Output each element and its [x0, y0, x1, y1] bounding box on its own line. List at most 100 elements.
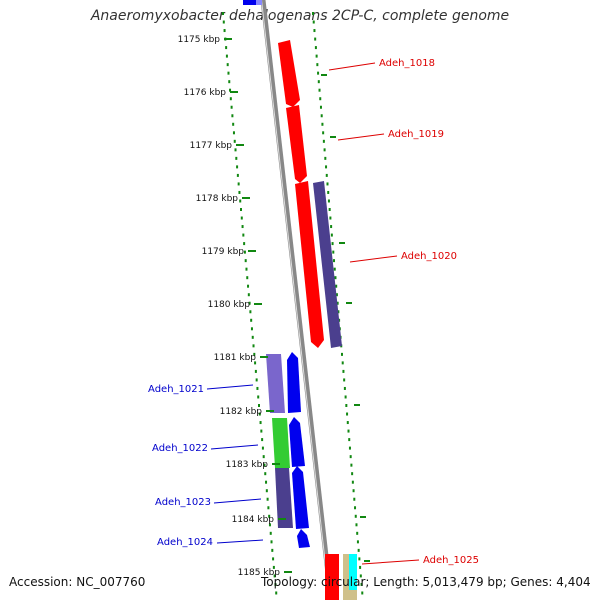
- gc-dot: [353, 497, 356, 501]
- gene-arrow-adeh-1022[interactable]: [289, 417, 305, 467]
- gc-dot: [355, 523, 358, 527]
- gc-dot: [356, 531, 359, 535]
- cog-block-adeh-1020[interactable]: [313, 181, 342, 348]
- gene-arrow-adeh-1020[interactable]: [295, 181, 324, 348]
- gc-dot: [240, 208, 242, 211]
- gene-leader-line: [216, 539, 264, 544]
- gc-dot: [235, 156, 238, 160]
- gc-dot: [321, 122, 324, 126]
- gc-dot: [263, 463, 266, 467]
- gc-dot: [344, 395, 347, 399]
- gc-dot: [275, 591, 278, 595]
- gc-dot: [253, 352, 256, 356]
- gc-dot: [330, 225, 333, 229]
- gene-arrow-adeh-1018[interactable]: [278, 40, 300, 107]
- gene-label-adeh-1022[interactable]: Adeh_1022: [152, 443, 208, 454]
- gc-dot: [261, 438, 264, 442]
- gc-dot: [236, 173, 239, 177]
- gc-dot: [273, 574, 276, 578]
- gc-dot: [248, 301, 251, 305]
- gene-label-adeh-1018[interactable]: Adeh_1018: [379, 58, 435, 69]
- cog-block-adeh-1022[interactable]: [272, 418, 290, 468]
- gc-dot: [252, 344, 255, 348]
- gc-dot: [325, 173, 328, 177]
- gc-dot: [325, 165, 328, 169]
- gc-dot: [330, 233, 333, 237]
- gene-leader-line: [349, 255, 398, 263]
- gc-dot: [357, 548, 360, 552]
- gc-dot: [354, 514, 357, 518]
- cog-block-adeh-1021[interactable]: [266, 354, 285, 413]
- gc-dot: [247, 293, 250, 297]
- gc-dot: [317, 80, 320, 84]
- gc-dot: [332, 250, 335, 254]
- gene-arrow-adeh-1023[interactable]: [292, 466, 309, 529]
- gc-peak: [339, 242, 345, 244]
- gene-label-adeh-1021[interactable]: Adeh_1021: [148, 384, 204, 395]
- gc-dot: [336, 301, 339, 305]
- gc-dot: [358, 557, 361, 561]
- cog-block-adeh-1023[interactable]: [275, 468, 293, 528]
- gene-leader-line: [210, 444, 259, 450]
- gene-label-adeh-1023[interactable]: Adeh_1023: [155, 497, 211, 508]
- gc-dot: [250, 327, 253, 331]
- gc-dot: [222, 20, 225, 24]
- cog-block-tan-2[interactable]: [343, 590, 357, 600]
- gc-dot: [348, 438, 351, 442]
- gc-dot: [335, 284, 338, 288]
- gc-dot: [328, 208, 331, 211]
- kbp-tick-label: 1181 kbp: [214, 353, 257, 363]
- gc-dot: [324, 156, 327, 160]
- kbp-scale: 1175 kbp 1176 kbp 1177 kbp 1178 kbp 1179 kbp…: [178, 35, 292, 578]
- feature-top-fragment-2[interactable]: [256, 0, 262, 5]
- gc-peak: [360, 516, 366, 518]
- gc-dot: [262, 455, 265, 459]
- gc-dot: [270, 540, 273, 544]
- gc-dot: [347, 429, 350, 433]
- gene-label-adeh-1019[interactable]: Adeh_1019: [388, 129, 444, 140]
- genome-summary: Topology: circular; Length: 5,013,479 bp…: [261, 575, 591, 589]
- gc-dot: [243, 242, 246, 246]
- gene-arrow-adeh-1019[interactable]: [286, 105, 307, 183]
- gene-block-adeh-1025[interactable]: [325, 554, 339, 600]
- gc-dot: [351, 472, 354, 476]
- kbp-tick-label: 1184 kbp: [232, 515, 275, 525]
- kbp-tick-label: 1178 kbp: [196, 194, 239, 204]
- gc-dot: [315, 54, 318, 58]
- feature-top-fragment[interactable]: [243, 0, 257, 5]
- gc-dot: [320, 114, 323, 118]
- cog-block-cyan[interactable]: [349, 554, 357, 600]
- gc-dot: [230, 105, 233, 109]
- gc-dot: [233, 139, 236, 143]
- gc-dot: [361, 591, 364, 595]
- gc-dot: [312, 12, 314, 15]
- gene-arrow-adeh-1024[interactable]: [297, 529, 310, 548]
- gc-dot: [261, 446, 264, 450]
- gc-dot: [266, 497, 269, 501]
- gc-dot: [319, 97, 322, 101]
- gene-label-adeh-1025[interactable]: Adeh_1025: [423, 555, 479, 566]
- gene-label-adeh-1020[interactable]: Adeh_1020: [401, 251, 457, 262]
- gc-dot: [359, 565, 362, 569]
- gc-dot: [351, 480, 354, 484]
- kbp-tick-label: 1185 kbp: [238, 568, 281, 578]
- gc-dot: [346, 421, 349, 425]
- gene-leader-line: [206, 384, 254, 390]
- gene-label-adeh-1024[interactable]: Adeh_1024: [157, 537, 213, 548]
- gc-peak: [364, 560, 370, 562]
- gc-dot: [242, 233, 245, 237]
- gc-dot: [322, 139, 325, 143]
- cog-block-tan[interactable]: [343, 554, 349, 600]
- map-title: Anaeromyxobacter dehalogenans 2CP-C, com…: [90, 8, 510, 24]
- gc-dot: [258, 412, 261, 416]
- genome-backbone: [260, 0, 334, 600]
- gc-dot: [331, 242, 334, 246]
- gc-dot: [319, 105, 322, 109]
- gc-dot: [345, 404, 348, 407]
- gc-dot: [333, 259, 336, 263]
- gene-arrow-adeh-1021[interactable]: [287, 352, 301, 413]
- gc-dot: [255, 378, 258, 382]
- gc-dot: [329, 216, 332, 220]
- gc-dot: [334, 276, 337, 280]
- gc-dot: [249, 310, 252, 314]
